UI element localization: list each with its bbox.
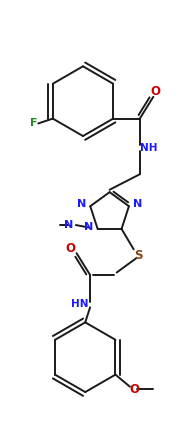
Text: N: N xyxy=(84,221,94,232)
Text: N: N xyxy=(64,220,73,230)
Text: O: O xyxy=(151,85,161,99)
Text: O: O xyxy=(66,242,76,255)
Text: N: N xyxy=(133,199,142,209)
Text: N: N xyxy=(77,199,86,209)
Text: HN: HN xyxy=(71,299,88,309)
Text: NH: NH xyxy=(140,143,157,153)
Text: F: F xyxy=(30,119,37,128)
Text: O: O xyxy=(129,382,139,396)
Text: S: S xyxy=(134,249,143,262)
